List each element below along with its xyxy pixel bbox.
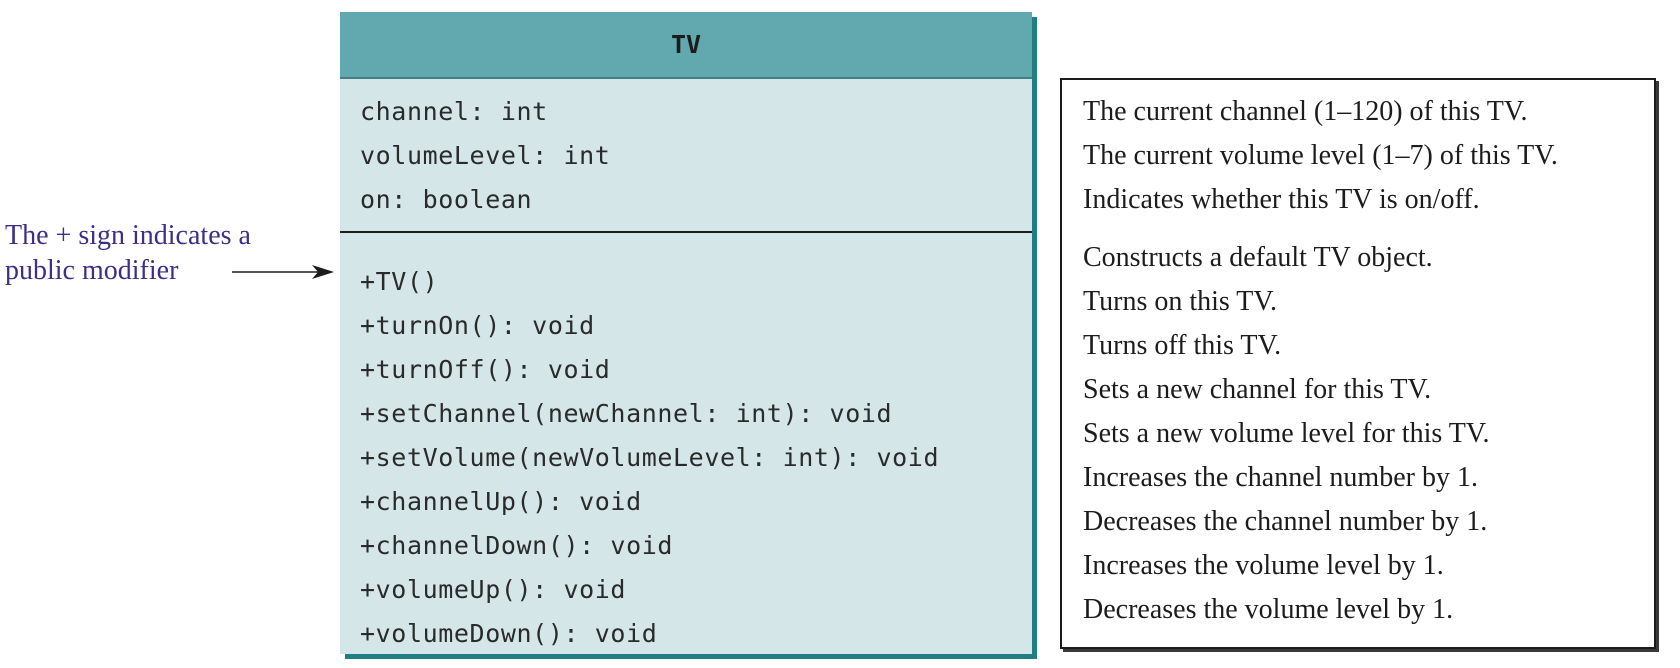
- attribute-descriptions: The current channel (1–120) of this TV. …: [1083, 90, 1558, 222]
- method-volume-down: +volumeDown(): void: [360, 619, 658, 648]
- method-turn-on: +turnOn(): void: [360, 311, 595, 340]
- class-header: TV: [340, 12, 1032, 79]
- method-constructor: +TV(): [360, 267, 439, 296]
- desc-constructor: Constructs a default TV object.: [1083, 242, 1433, 273]
- uml-class-box: TV channel: int volumeLevel: int on: boo…: [340, 12, 1032, 654]
- attribute-on: on: boolean: [360, 185, 533, 214]
- annotation-line-1: The + sign indicates a: [5, 220, 251, 251]
- description-box: The current channel (1–120) of this TV. …: [1060, 78, 1656, 649]
- public-modifier-annotation: The + sign indicates a public modifier: [5, 218, 251, 288]
- method-set-volume: +setVolume(newVolumeLevel: int): void: [360, 443, 940, 472]
- desc-channel-down: Decreases the channel number by 1.: [1083, 506, 1488, 537]
- desc-set-channel: Sets a new channel for this TV.: [1083, 374, 1432, 405]
- desc-channel: The current channel (1–120) of this TV.: [1083, 96, 1528, 127]
- attribute-list: channel: int volumeLevel: int on: boolea…: [360, 90, 610, 222]
- annotation-line-2: public modifier: [5, 255, 179, 286]
- method-set-channel: +setChannel(newChannel: int): void: [360, 399, 893, 428]
- desc-on: Indicates whether this TV is on/off.: [1083, 184, 1480, 215]
- method-channel-up: +channelUp(): void: [360, 487, 642, 516]
- desc-set-volume: Sets a new volume level for this TV.: [1083, 418, 1490, 449]
- method-list: +TV() +turnOn(): void +turnOff(): void +…: [360, 260, 939, 656]
- desc-turn-on: Turns on this TV.: [1083, 286, 1278, 317]
- method-channel-down: +channelDown(): void: [360, 531, 674, 560]
- desc-channel-up: Increases the channel number by 1.: [1083, 462, 1478, 493]
- class-name: TV: [670, 30, 702, 59]
- method-turn-off: +turnOff(): void: [360, 355, 611, 384]
- annotation-arrow-icon: [232, 265, 334, 279]
- desc-volume-up: Increases the volume level by 1.: [1083, 550, 1444, 581]
- desc-volume-level: The current volume level (1–7) of this T…: [1083, 140, 1558, 171]
- attribute-volume-level: volumeLevel: int: [360, 141, 611, 170]
- attribute-channel: channel: int: [360, 97, 548, 126]
- method-volume-up: +volumeUp(): void: [360, 575, 627, 604]
- method-descriptions: Constructs a default TV object. Turns on…: [1083, 236, 1489, 632]
- desc-volume-down: Decreases the volume level by 1.: [1083, 594, 1454, 625]
- desc-turn-off: Turns off this TV.: [1083, 330, 1282, 361]
- section-divider: [340, 231, 1032, 233]
